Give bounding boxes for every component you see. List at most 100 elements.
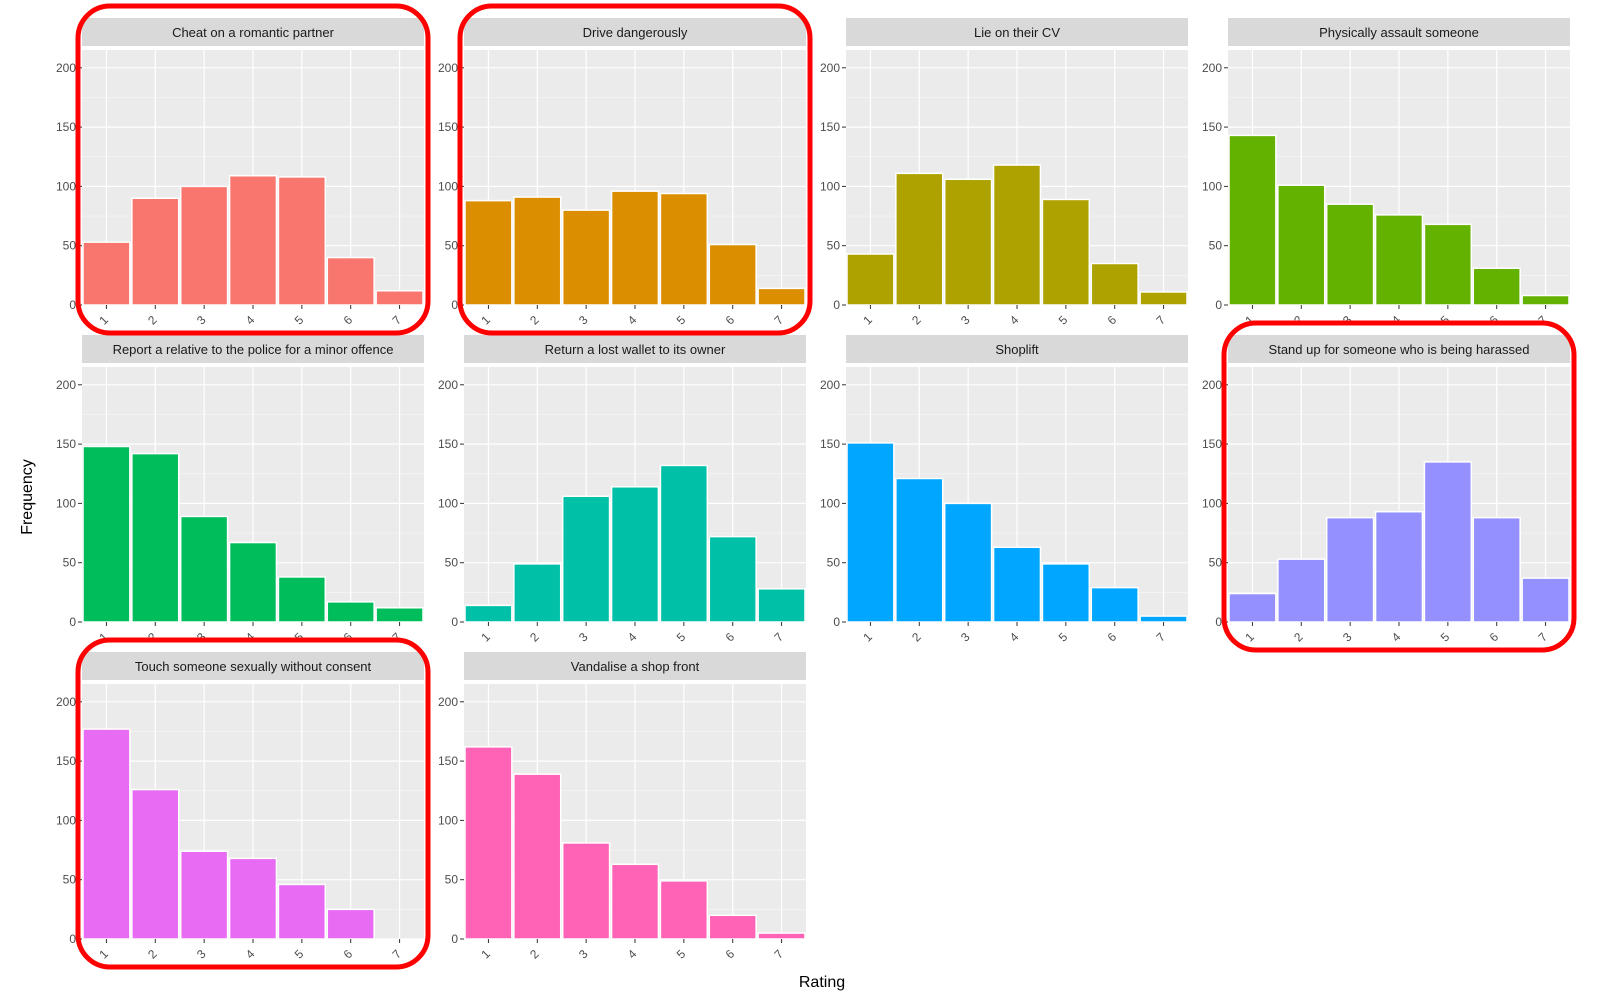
y-tick-label: 150	[1202, 437, 1222, 451]
facet-title: Stand up for someone who is being harass…	[1269, 342, 1530, 357]
histogram-bar	[82, 241, 131, 306]
histogram-bar	[1041, 563, 1091, 623]
histogram-bar	[464, 604, 513, 623]
y-tick-label: 50	[63, 239, 77, 253]
x-tick-label: 3	[576, 947, 591, 962]
y-tick-label: 100	[1202, 496, 1222, 510]
histogram-bar	[1472, 267, 1521, 306]
y-tick-label: 200	[56, 378, 76, 392]
y-tick-label: 0	[451, 298, 458, 312]
x-tick-label: 1	[478, 630, 493, 645]
facet-strip	[82, 652, 424, 680]
histogram-bar	[1228, 134, 1277, 306]
histogram-bar	[757, 588, 806, 623]
highlight-box	[75, 637, 431, 970]
y-tick-label: 50	[827, 239, 841, 253]
histogram-bar	[326, 908, 375, 940]
y-tick-label: 0	[69, 932, 76, 946]
y-tick-label: 200	[56, 61, 76, 75]
histogram-bar	[895, 172, 944, 306]
y-tick-label: 150	[438, 754, 458, 768]
facet-strip	[82, 335, 424, 363]
histogram-bar	[1090, 586, 1139, 623]
histogram-bar	[561, 209, 611, 306]
histogram-bar	[708, 914, 757, 940]
y-tick-label: 200	[438, 378, 458, 392]
x-tick-label: 1	[96, 313, 111, 328]
x-tick-label: 4	[625, 313, 640, 328]
histogram-bar	[610, 863, 660, 940]
facet-strip	[464, 18, 806, 46]
x-tick-label: 6	[723, 947, 738, 962]
y-tick-label: 200	[820, 378, 840, 392]
histogram-bar	[1139, 615, 1188, 623]
histogram-bar	[513, 563, 562, 623]
histogram-bar	[375, 607, 424, 623]
y-tick-label: 100	[56, 496, 76, 510]
x-tick-label: 2	[145, 313, 160, 328]
histogram-bar	[326, 601, 375, 623]
y-tick-label: 100	[820, 496, 840, 510]
y-tick-label: 100	[820, 179, 840, 193]
y-tick-label: 50	[1209, 556, 1223, 570]
facet-title: Lie on their CV	[974, 25, 1060, 40]
y-tick-label: 200	[56, 695, 76, 709]
histogram-bar	[992, 164, 1042, 306]
x-tick-label: 1	[478, 313, 493, 328]
histogram-bar	[1472, 516, 1521, 623]
histogram-bar	[82, 445, 131, 623]
x-tick-label: 4	[243, 947, 258, 962]
histogram-bar	[326, 256, 375, 306]
histogram-bar	[277, 576, 327, 623]
x-tick-label: 1	[478, 947, 493, 962]
facet-strip	[1228, 18, 1570, 46]
x-tick-label: 4	[1389, 630, 1404, 645]
histogram-bar	[659, 880, 709, 940]
histogram-bar	[131, 452, 180, 623]
x-tick-label: 6	[341, 313, 356, 328]
x-tick-label: 4	[625, 630, 640, 645]
x-tick-label: 6	[1105, 630, 1120, 645]
histogram-bar	[131, 788, 180, 940]
facet-panel: Lie on their CV 0 50 100 150 200 1 2 3 4 5 6 7	[820, 18, 1188, 327]
histogram-bar	[659, 192, 709, 306]
histogram-bar	[277, 176, 327, 306]
histogram-bar	[1277, 558, 1326, 623]
histogram-bar	[1139, 291, 1188, 306]
histogram-bar	[708, 535, 757, 623]
x-tick-label: 2	[527, 630, 542, 645]
facet-title: Return a lost wallet to its owner	[545, 342, 726, 357]
highlight-boxes	[75, 3, 1577, 970]
histogram-bar	[464, 199, 513, 306]
x-tick-label: 7	[1153, 313, 1168, 328]
histogram-bar	[1423, 461, 1473, 623]
x-tick-label: 1	[1242, 630, 1257, 645]
facet-strip	[464, 335, 806, 363]
histogram-bar	[757, 932, 806, 940]
y-tick-label: 150	[56, 754, 76, 768]
x-tick-label: 1	[860, 630, 875, 645]
x-tick-label: 1	[96, 947, 111, 962]
facet-strip	[846, 335, 1188, 363]
x-tick-label: 5	[674, 947, 689, 962]
y-tick-label: 150	[438, 120, 458, 134]
facet-panel: Touch someone sexually without consent 0 5…	[56, 652, 424, 961]
x-tick-label: 2	[145, 947, 160, 962]
x-tick-label: 2	[527, 947, 542, 962]
y-tick-label: 50	[445, 556, 459, 570]
y-tick-label: 100	[1202, 179, 1222, 193]
x-tick-label: 2	[1291, 630, 1306, 645]
x-tick-label: 6	[1487, 630, 1502, 645]
y-tick-label: 100	[56, 813, 76, 827]
x-tick-label: 3	[576, 630, 591, 645]
y-tick-label: 150	[820, 437, 840, 451]
x-tick-label: 5	[674, 313, 689, 328]
x-tick-label: 3	[958, 313, 973, 328]
facet-panel: Stand up for someone who is being harass…	[1202, 335, 1570, 644]
x-tick-label: 3	[1340, 630, 1355, 645]
y-tick-label: 200	[438, 695, 458, 709]
histogram-bar	[610, 190, 660, 306]
histogram-bar	[82, 728, 131, 940]
